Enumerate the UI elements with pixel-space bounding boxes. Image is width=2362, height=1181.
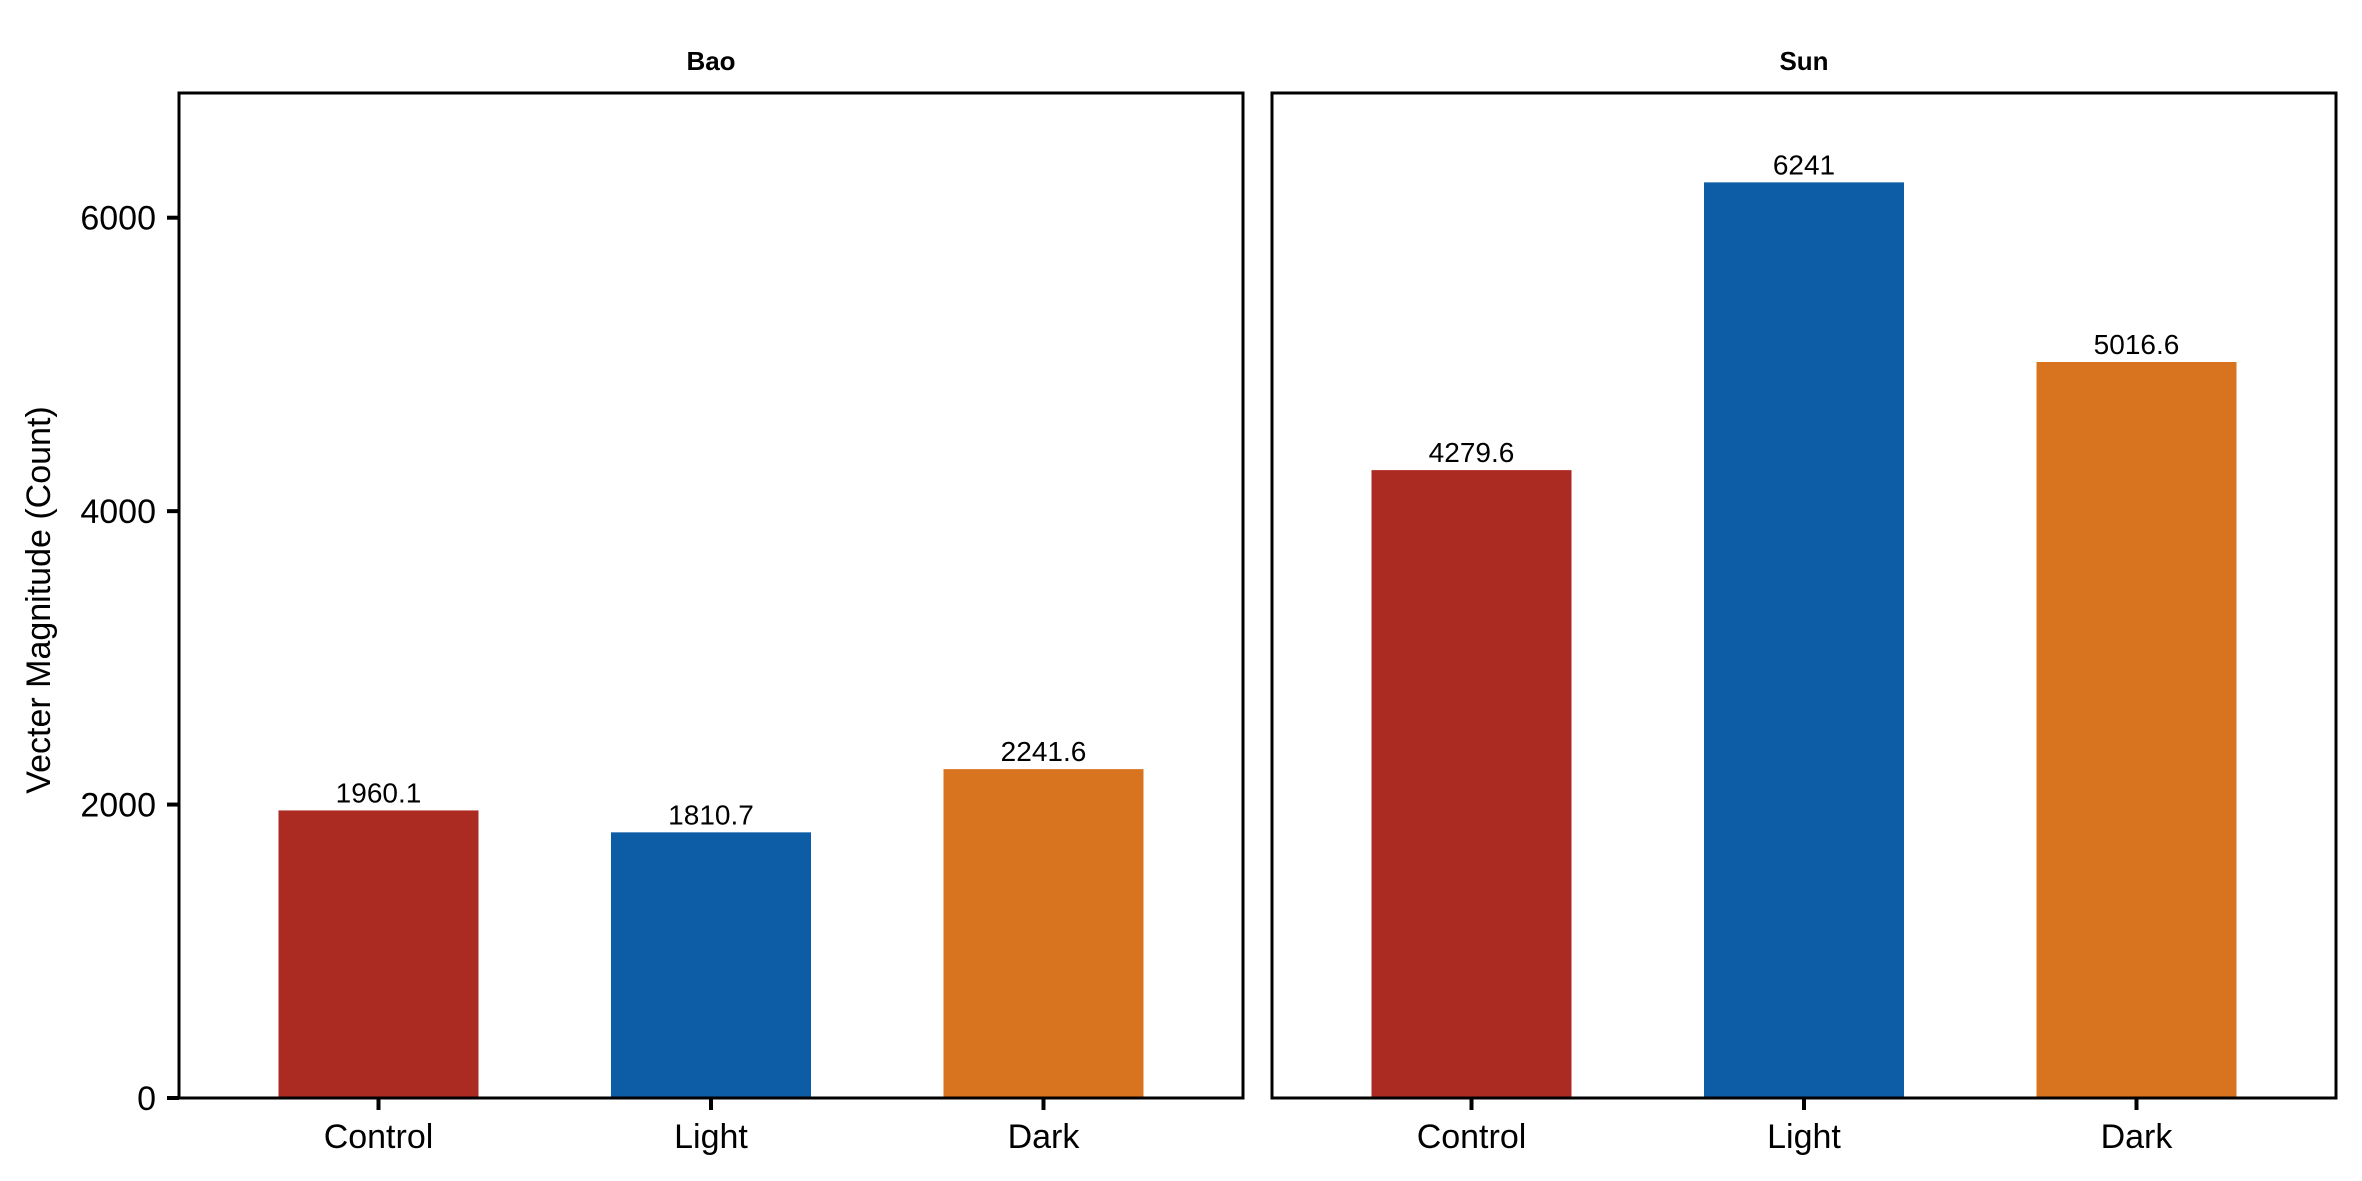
y-axis: 0 2000 4000 6000 [80,200,179,1118]
bar-light [611,832,811,1098]
x-tick-label: Light [674,1118,748,1156]
bar-dark [2036,361,2237,1098]
panel-border [177,91,1245,1100]
facet-title: Bao [686,46,735,76]
y-tick-label: 0 [137,1080,156,1118]
y-tick-label: 6000 [80,200,156,238]
bar-control [278,810,479,1098]
facet-title: Sun [1779,46,1828,76]
bar-value-label: 1960.1 [336,777,422,808]
facet-panels: Bao1960.1Control1810.7Light2241.6DarkSun… [177,46,2338,1156]
x-tick-label: Dark [2101,1118,2174,1156]
x-tick-label: Dark [1008,1118,1081,1156]
bar-dark [943,769,1144,1098]
facet-panel-bao: Bao 1960.1 Control 1810.7 Light 2241.6 Dark [177,46,1245,1156]
bar-value-label: 5016.6 [2094,329,2180,360]
y-tick-label: 4000 [80,493,156,531]
y-tick-label: 2000 [80,787,156,825]
facet-panel-sun: Sun 4279.6 Control 6241 Light 5016.6 Dark [1270,46,2338,1156]
bar-light [1704,182,1904,1099]
bar-value-label: 1810.7 [668,799,754,830]
panel-border [1270,91,2338,1100]
y-axis-title: Vecter Magnitude (Count) [20,406,58,793]
bar-value-label: 4279.6 [1429,437,1515,468]
bar-value-label: 2241.6 [1001,736,1087,767]
x-tick-label: Light [1767,1118,1841,1156]
bar-value-label: 6241 [1773,149,1835,180]
bar-control [1371,470,1572,1098]
x-tick-label: Control [324,1118,434,1156]
x-tick-label: Control [1417,1118,1527,1156]
